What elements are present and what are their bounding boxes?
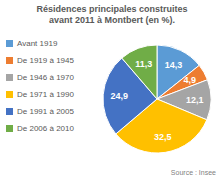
legend-swatch (6, 91, 13, 98)
chart: Résidences principales construitesavant … (0, 0, 220, 180)
data-labels: 14,34,9 12,1 32,5 24,9 11,3 (111, 59, 204, 142)
pie (103, 45, 211, 153)
source: Source : Insee (171, 169, 216, 176)
legend-item: De 2006 à 2010 (6, 124, 74, 133)
legend-swatch (6, 74, 13, 81)
legend-swatch (6, 108, 13, 115)
legend: Avant 1919 De 1919 à 1945 De 1946 à 1970 De… (6, 39, 74, 133)
legend-label: De 1971 à 1990 (17, 90, 74, 99)
legend-swatch (6, 125, 13, 132)
data-label: 24,9 (111, 91, 129, 101)
data-label: 12,1 (186, 95, 204, 105)
legend-item: Avant 1919 (6, 39, 58, 48)
data-label: 14,3 (165, 60, 183, 70)
legend-item: De 1946 à 1970 (6, 73, 74, 82)
legend-item: De 1919 à 1945 (6, 56, 74, 65)
legend-label: De 2006 à 2010 (17, 124, 74, 133)
legend-swatch (6, 40, 13, 47)
legend-label: De 1991 à 2005 (17, 107, 74, 116)
legend-item: De 1991 à 2005 (6, 107, 74, 116)
title: Résidences principales construitesavant … (36, 4, 187, 25)
legend-item: De 1971 à 1990 (6, 90, 74, 99)
legend-label: Avant 1919 (17, 39, 58, 48)
legend-swatch (6, 57, 13, 64)
legend-label: De 1946 à 1970 (17, 73, 74, 82)
legend-label: De 1919 à 1945 (17, 56, 74, 65)
title-line: Résidences principales construites (36, 4, 187, 14)
title-line: avant 2011 à Montbert (en %). (49, 15, 175, 25)
data-label: 32,5 (154, 132, 172, 142)
data-label: 4,9 (184, 75, 197, 85)
data-label: 11,3 (135, 59, 152, 69)
